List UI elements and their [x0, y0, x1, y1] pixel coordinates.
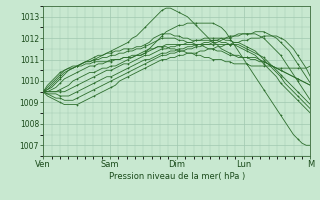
- X-axis label: Pression niveau de la mer( hPa ): Pression niveau de la mer( hPa ): [109, 172, 245, 181]
